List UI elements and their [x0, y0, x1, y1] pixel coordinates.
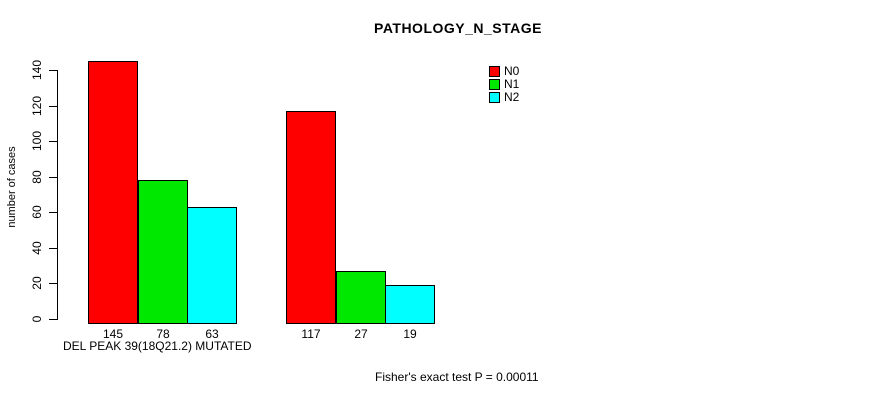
- bar-value-label: 145: [102, 327, 124, 341]
- chart-title: PATHOLOGY_N_STAGE: [374, 20, 542, 36]
- bar-n1-group2: [336, 271, 386, 324]
- y-tick-label: 20: [30, 276, 44, 290]
- y-axis-tick: [49, 248, 57, 249]
- bar-n2-group1: [187, 207, 237, 324]
- y-axis-tick: [49, 319, 57, 320]
- bar-value-label: 78: [156, 327, 170, 341]
- y-tick-label: 0: [30, 315, 44, 323]
- legend-item-n0: N0: [489, 64, 520, 78]
- legend-label: N0: [504, 64, 520, 78]
- bar-value-label: 117: [301, 327, 321, 341]
- bar-n0-group1: [88, 61, 138, 324]
- y-axis-tick: [49, 106, 57, 107]
- y-tick-label: 120: [30, 95, 44, 117]
- legend-label: N2: [504, 90, 520, 104]
- legend-item-n2: N2: [489, 90, 520, 104]
- y-tick-label: 80: [30, 170, 44, 184]
- legend-item-n1: N1: [489, 77, 520, 91]
- bar-value-label: 63: [205, 327, 219, 341]
- y-tick-label: 100: [30, 130, 44, 152]
- y-tick-label: 40: [30, 241, 44, 255]
- y-axis-line: [57, 70, 58, 320]
- fisher-test-annotation: Fisher's exact test P = 0.00011: [375, 370, 539, 384]
- bar-value-label: 27: [354, 327, 368, 341]
- y-axis-tick: [49, 212, 57, 213]
- bar-n0-group2: [286, 111, 336, 324]
- legend-label: N1: [504, 77, 520, 91]
- bar-value-label: 19: [403, 327, 417, 341]
- x-axis-label: DEL PEAK 39(18Q21.2) MUTATED: [63, 339, 252, 353]
- legend-swatch-n1: [489, 79, 500, 90]
- legend-swatch-n0: [489, 66, 500, 77]
- y-axis-tick: [49, 141, 57, 142]
- y-tick-label: 140: [30, 59, 44, 81]
- y-axis-tick: [49, 70, 57, 71]
- y-axis-tick: [49, 283, 57, 284]
- legend: N0 N1 N2: [489, 64, 569, 108]
- bar-n1-group1: [138, 180, 188, 324]
- bar-n2-group2: [385, 285, 435, 324]
- y-tick-label: 60: [30, 205, 44, 219]
- legend-swatch-n2: [489, 92, 500, 103]
- y-axis-tick: [49, 177, 57, 178]
